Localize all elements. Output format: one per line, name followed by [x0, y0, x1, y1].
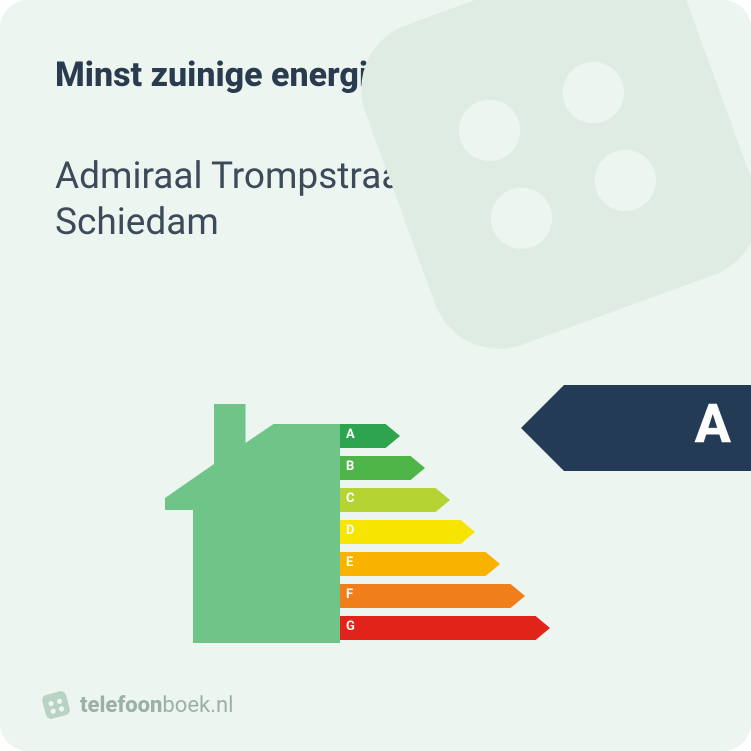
result-letter: A [694, 393, 731, 456]
footer-brand-bold: telefoon [80, 693, 162, 718]
energy-label-card: Minst zuinige energielabel: Admiraal Tro… [0, 0, 751, 751]
footer-brand-thin: boek [162, 693, 210, 718]
footer: telefoonboek.nl [42, 691, 233, 719]
footer-brand: telefoonboek.nl [80, 693, 233, 718]
result-badge: A [521, 385, 751, 471]
house-icon [165, 398, 340, 643]
footer-tld: .nl [210, 693, 233, 718]
footer-logo-icon [39, 688, 73, 722]
address-line2: Schiedam [55, 201, 219, 244]
page-title: Minst zuinige energielabel: [55, 55, 696, 96]
address-line1: Admiraal Trompstraat [55, 155, 414, 198]
address-subtitle: Admiraal Trompstraat Schiedam [55, 154, 696, 247]
